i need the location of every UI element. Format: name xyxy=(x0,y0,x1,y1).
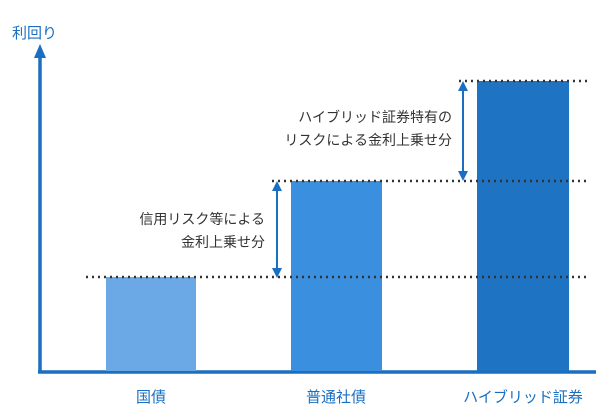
credit-risk-annotation-line2: 金利上乗せ分 xyxy=(181,235,265,251)
hybrid-risk-annotation-line2: リスクによる金利上乗せ分 xyxy=(284,133,452,149)
y-axis-label: 利回り xyxy=(12,24,57,42)
category-label-government-bond: 国債 xyxy=(136,388,166,406)
hybrid-risk-annotation-line1: ハイブリッド証券特有の xyxy=(298,109,452,126)
category-label-corporate-bond: 普通社債 xyxy=(306,388,366,406)
bar-government-bond xyxy=(106,277,196,371)
bar-corporate-bond xyxy=(291,181,382,371)
credit-risk-annotation-line1: 信用リスク等による xyxy=(139,211,265,228)
category-label-hybrid-security: ハイブリッド証券 xyxy=(463,388,583,406)
bar-hybrid-security xyxy=(477,81,569,371)
y-axis-arrow-icon xyxy=(34,44,46,58)
